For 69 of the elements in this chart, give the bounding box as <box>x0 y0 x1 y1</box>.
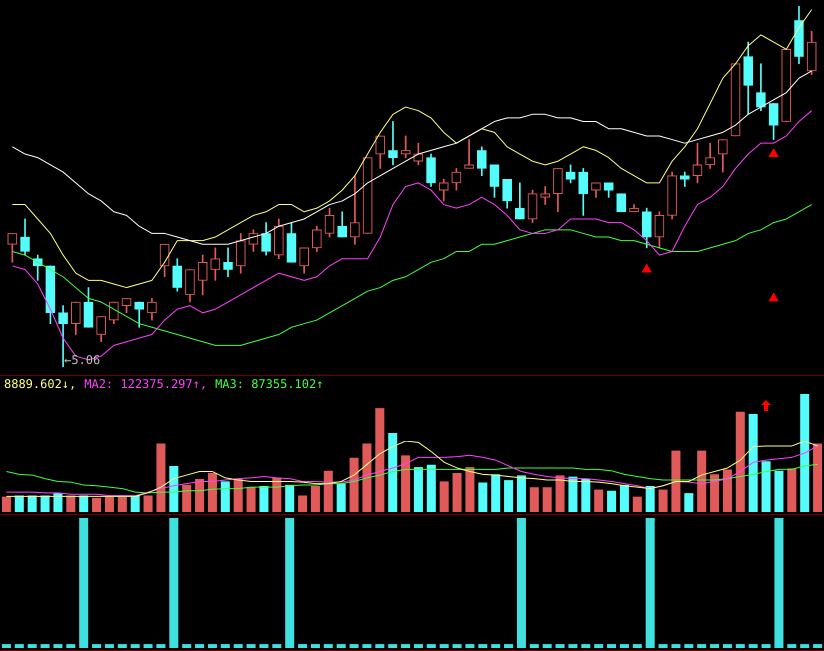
bar <box>736 412 745 512</box>
bar <box>504 480 514 512</box>
bar <box>79 495 88 512</box>
bar <box>646 486 655 512</box>
bar <box>375 408 384 512</box>
bar <box>2 496 11 512</box>
bar <box>310 486 320 512</box>
bar <box>118 496 127 512</box>
bar <box>246 487 256 512</box>
bar <box>104 496 114 512</box>
bar <box>440 481 449 512</box>
bar <box>774 470 784 512</box>
bar <box>684 493 694 512</box>
bar <box>568 476 578 512</box>
bar <box>208 473 217 512</box>
bar <box>285 484 294 512</box>
bar <box>787 468 796 512</box>
bar <box>620 484 629 512</box>
bar <box>414 467 423 512</box>
bar <box>671 450 680 512</box>
bar <box>478 482 488 512</box>
bar <box>336 484 346 512</box>
bar <box>298 495 308 512</box>
bar <box>556 475 565 512</box>
bar <box>169 466 178 512</box>
bar <box>53 493 62 512</box>
bar <box>632 496 642 512</box>
bar <box>426 464 436 512</box>
bar <box>92 498 102 512</box>
bar <box>542 487 552 512</box>
bar <box>452 473 462 512</box>
bar <box>362 444 372 512</box>
bar <box>195 478 204 512</box>
bar <box>156 444 166 512</box>
bar <box>813 444 822 512</box>
bar <box>465 467 474 512</box>
bar <box>800 394 810 512</box>
text: 8889.602↓, <box>4 377 76 391</box>
bar <box>130 495 140 512</box>
bar <box>259 486 268 512</box>
bar <box>530 487 539 512</box>
annotation: ←5.06 <box>64 353 100 368</box>
bar <box>722 470 732 512</box>
bar <box>710 474 720 512</box>
bar <box>607 490 616 512</box>
bar <box>581 478 590 512</box>
bar <box>401 455 410 512</box>
text: MA2: 122375.297↑, <box>84 377 208 391</box>
bar <box>40 495 50 512</box>
bar <box>234 478 243 512</box>
bar <box>658 490 668 512</box>
bar <box>388 432 398 512</box>
bar <box>324 470 333 512</box>
bar <box>350 458 359 512</box>
bar <box>220 481 230 512</box>
bar <box>182 484 192 512</box>
bar <box>594 490 604 512</box>
bar <box>697 450 706 512</box>
bar <box>66 495 76 512</box>
bar <box>762 461 771 512</box>
candlestick <box>388 121 398 166</box>
bar <box>748 414 758 512</box>
bar <box>14 495 24 512</box>
bar <box>144 495 153 512</box>
bar <box>272 478 282 512</box>
bar <box>28 495 37 512</box>
text: MA3: 87355.102↑ <box>215 377 324 391</box>
bar <box>516 475 526 512</box>
bar <box>491 474 500 512</box>
